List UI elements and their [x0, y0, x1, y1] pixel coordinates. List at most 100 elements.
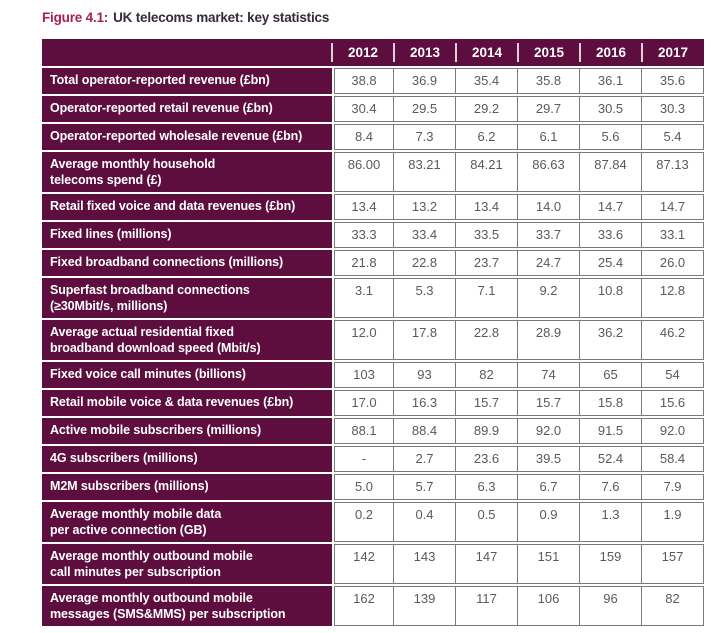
value-cell: 16.3	[394, 390, 456, 416]
table-row: Active mobile subscribers (millions) 88.…	[42, 418, 704, 444]
value-cell: 157	[642, 544, 704, 584]
row-label-line: Retail mobile voice & data revenues (£bn…	[50, 395, 294, 409]
value-cell: 5.4	[642, 124, 704, 150]
figure-caption: UK telecoms market: key statistics	[113, 10, 330, 25]
row-label-line: M2M subscribers (millions)	[50, 479, 209, 493]
row-label-line: Operator-reported wholesale revenue (£bn…	[50, 129, 303, 143]
value-cell: 5.7	[394, 474, 456, 500]
value-cell: 25.4	[580, 250, 642, 276]
row-label-line: Fixed broadband connections (millions)	[50, 255, 284, 269]
year-header: 2017	[641, 39, 704, 66]
table-row: Average monthly outbound mobile call min…	[42, 544, 704, 584]
row-label-line: Retail fixed voice and data revenues (£b…	[50, 199, 296, 213]
value-cell: 22.8	[394, 250, 456, 276]
row-label-line: telecoms spend (£)	[50, 173, 162, 187]
value-cell: 103	[334, 362, 394, 388]
year-header: 2014	[455, 39, 518, 66]
table-row: Total operator-reported revenue (£bn) 38…	[42, 68, 704, 94]
value-cell: 33.1	[642, 222, 704, 248]
value-cell: 14.7	[642, 194, 704, 220]
value-cell: 7.3	[394, 124, 456, 150]
value-cell: 88.1	[334, 418, 394, 444]
value-cell: 23.7	[456, 250, 518, 276]
value-cell: 92.0	[642, 418, 704, 444]
value-cell: 83.21	[394, 152, 456, 192]
value-cell: 117	[456, 586, 518, 626]
row-label: Superfast broadband connections (≥30Mbit…	[42, 278, 332, 318]
value-cell: 3.1	[334, 278, 394, 318]
row-label-line: Superfast broadband connections	[50, 283, 250, 297]
value-cell: 7.6	[580, 474, 642, 500]
value-cell: 21.8	[334, 250, 394, 276]
value-cell: 6.7	[518, 474, 580, 500]
value-cell: 30.3	[642, 96, 704, 122]
row-label: Average monthly outbound mobile messages…	[42, 586, 332, 626]
value-cell: 58.4	[642, 446, 704, 472]
table-row: Average monthly household telecoms spend…	[42, 152, 704, 192]
row-label: Average monthly household telecoms spend…	[42, 152, 332, 192]
table-row: 4G subscribers (millions) - 2.7 23.6 39.…	[42, 446, 704, 472]
value-cell: 12.8	[642, 278, 704, 318]
table-row: Retail mobile voice & data revenues (£bn…	[42, 390, 704, 416]
row-label-line: per active connection (GB)	[50, 523, 207, 537]
value-cell: 35.4	[456, 68, 518, 94]
value-cell: 0.9	[518, 502, 580, 542]
row-label-line: Fixed lines (millions)	[50, 227, 172, 241]
value-cell: 35.6	[642, 68, 704, 94]
value-cell: 54	[642, 362, 704, 388]
value-cell: 142	[334, 544, 394, 584]
year-header: 2015	[517, 39, 580, 66]
row-label-line: call minutes per subscription	[50, 565, 221, 579]
value-cell: 22.8	[456, 320, 518, 360]
row-label-line: broadband download speed (Mbit/s)	[50, 341, 261, 355]
key-statistics-table: 2012 2013 2014 2015 2016 2017 Total oper…	[42, 39, 704, 626]
row-label: Average monthly outbound mobile call min…	[42, 544, 332, 584]
row-label: M2M subscribers (millions)	[42, 474, 332, 500]
value-cell: 87.13	[642, 152, 704, 192]
year-header: 2013	[393, 39, 456, 66]
value-cell: 1.3	[580, 502, 642, 542]
row-label: Fixed voice call minutes (billions)	[42, 362, 332, 388]
value-cell: 17.0	[334, 390, 394, 416]
value-cell: 92.0	[518, 418, 580, 444]
row-label-line: Average monthly outbound mobile	[50, 591, 253, 605]
table-row: Retail fixed voice and data revenues (£b…	[42, 194, 704, 220]
row-label: Active mobile subscribers (millions)	[42, 418, 332, 444]
row-label-line: Operator-reported retail revenue (£bn)	[50, 101, 273, 115]
value-cell: 10.8	[580, 278, 642, 318]
value-cell: 139	[394, 586, 456, 626]
value-cell: 12.0	[334, 320, 394, 360]
value-cell: 33.5	[456, 222, 518, 248]
value-cell: 23.6	[456, 446, 518, 472]
value-cell: 13.4	[334, 194, 394, 220]
table-row: Operator-reported retail revenue (£bn) 3…	[42, 96, 704, 122]
value-cell: 15.7	[456, 390, 518, 416]
value-cell: -	[334, 446, 394, 472]
value-cell: 74	[518, 362, 580, 388]
table-row: Fixed broadband connections (millions) 2…	[42, 250, 704, 276]
row-label: Average monthly mobile data per active c…	[42, 502, 332, 542]
row-label: Operator-reported wholesale revenue (£bn…	[42, 124, 332, 150]
row-label: Operator-reported retail revenue (£bn)	[42, 96, 332, 122]
value-cell: 65	[580, 362, 642, 388]
value-cell: 52.4	[580, 446, 642, 472]
value-cell: 38.8	[334, 68, 394, 94]
value-cell: 15.7	[518, 390, 580, 416]
value-cell: 2.7	[394, 446, 456, 472]
value-cell: 91.5	[580, 418, 642, 444]
row-label-line: Average monthly mobile data	[50, 507, 222, 521]
value-cell: 143	[394, 544, 456, 584]
value-cell: 1.9	[642, 502, 704, 542]
table-row: M2M subscribers (millions) 5.0 5.7 6.3 6…	[42, 474, 704, 500]
value-cell: 5.0	[334, 474, 394, 500]
value-cell: 6.2	[456, 124, 518, 150]
value-cell: 13.2	[394, 194, 456, 220]
value-cell: 33.3	[334, 222, 394, 248]
table-row: Fixed lines (millions) 33.3 33.4 33.5 33…	[42, 222, 704, 248]
value-cell: 8.4	[334, 124, 394, 150]
row-label-line: Active mobile subscribers (millions)	[50, 423, 262, 437]
row-label-line: (≥30Mbit/s, millions)	[50, 299, 168, 313]
value-cell: 28.9	[518, 320, 580, 360]
row-label: Total operator-reported revenue (£bn)	[42, 68, 332, 94]
